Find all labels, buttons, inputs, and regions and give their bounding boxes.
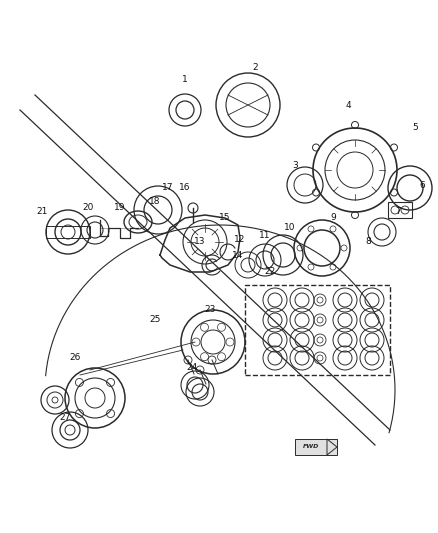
Text: 7: 7 xyxy=(395,207,401,216)
Text: 9: 9 xyxy=(330,214,336,222)
Text: 22: 22 xyxy=(265,268,276,277)
Text: 26: 26 xyxy=(69,353,81,362)
Text: 11: 11 xyxy=(259,230,271,239)
Text: 15: 15 xyxy=(219,214,231,222)
Text: 16: 16 xyxy=(179,183,191,192)
Text: 23: 23 xyxy=(204,305,215,314)
Text: 14: 14 xyxy=(232,251,244,260)
Text: 12: 12 xyxy=(234,236,246,245)
Text: 20: 20 xyxy=(82,204,94,213)
Text: 19: 19 xyxy=(114,204,126,213)
Bar xyxy=(46,226,90,238)
Text: 4: 4 xyxy=(345,101,351,109)
Text: 2: 2 xyxy=(252,63,258,72)
Text: 1: 1 xyxy=(182,76,188,85)
Text: 10: 10 xyxy=(284,223,296,232)
Text: 21: 21 xyxy=(36,207,48,216)
Text: 18: 18 xyxy=(149,198,161,206)
Text: 6: 6 xyxy=(419,181,425,190)
Polygon shape xyxy=(327,439,337,455)
Text: 25: 25 xyxy=(149,316,161,325)
Text: 24: 24 xyxy=(187,364,198,373)
Text: 5: 5 xyxy=(412,124,418,133)
Bar xyxy=(295,439,337,455)
Text: 8: 8 xyxy=(365,238,371,246)
Bar xyxy=(245,285,390,375)
Text: 27: 27 xyxy=(59,414,71,423)
Text: 3: 3 xyxy=(292,160,298,169)
Text: 13: 13 xyxy=(194,238,206,246)
Text: FWD: FWD xyxy=(303,445,319,449)
Bar xyxy=(388,202,412,218)
Text: 17: 17 xyxy=(162,183,174,192)
